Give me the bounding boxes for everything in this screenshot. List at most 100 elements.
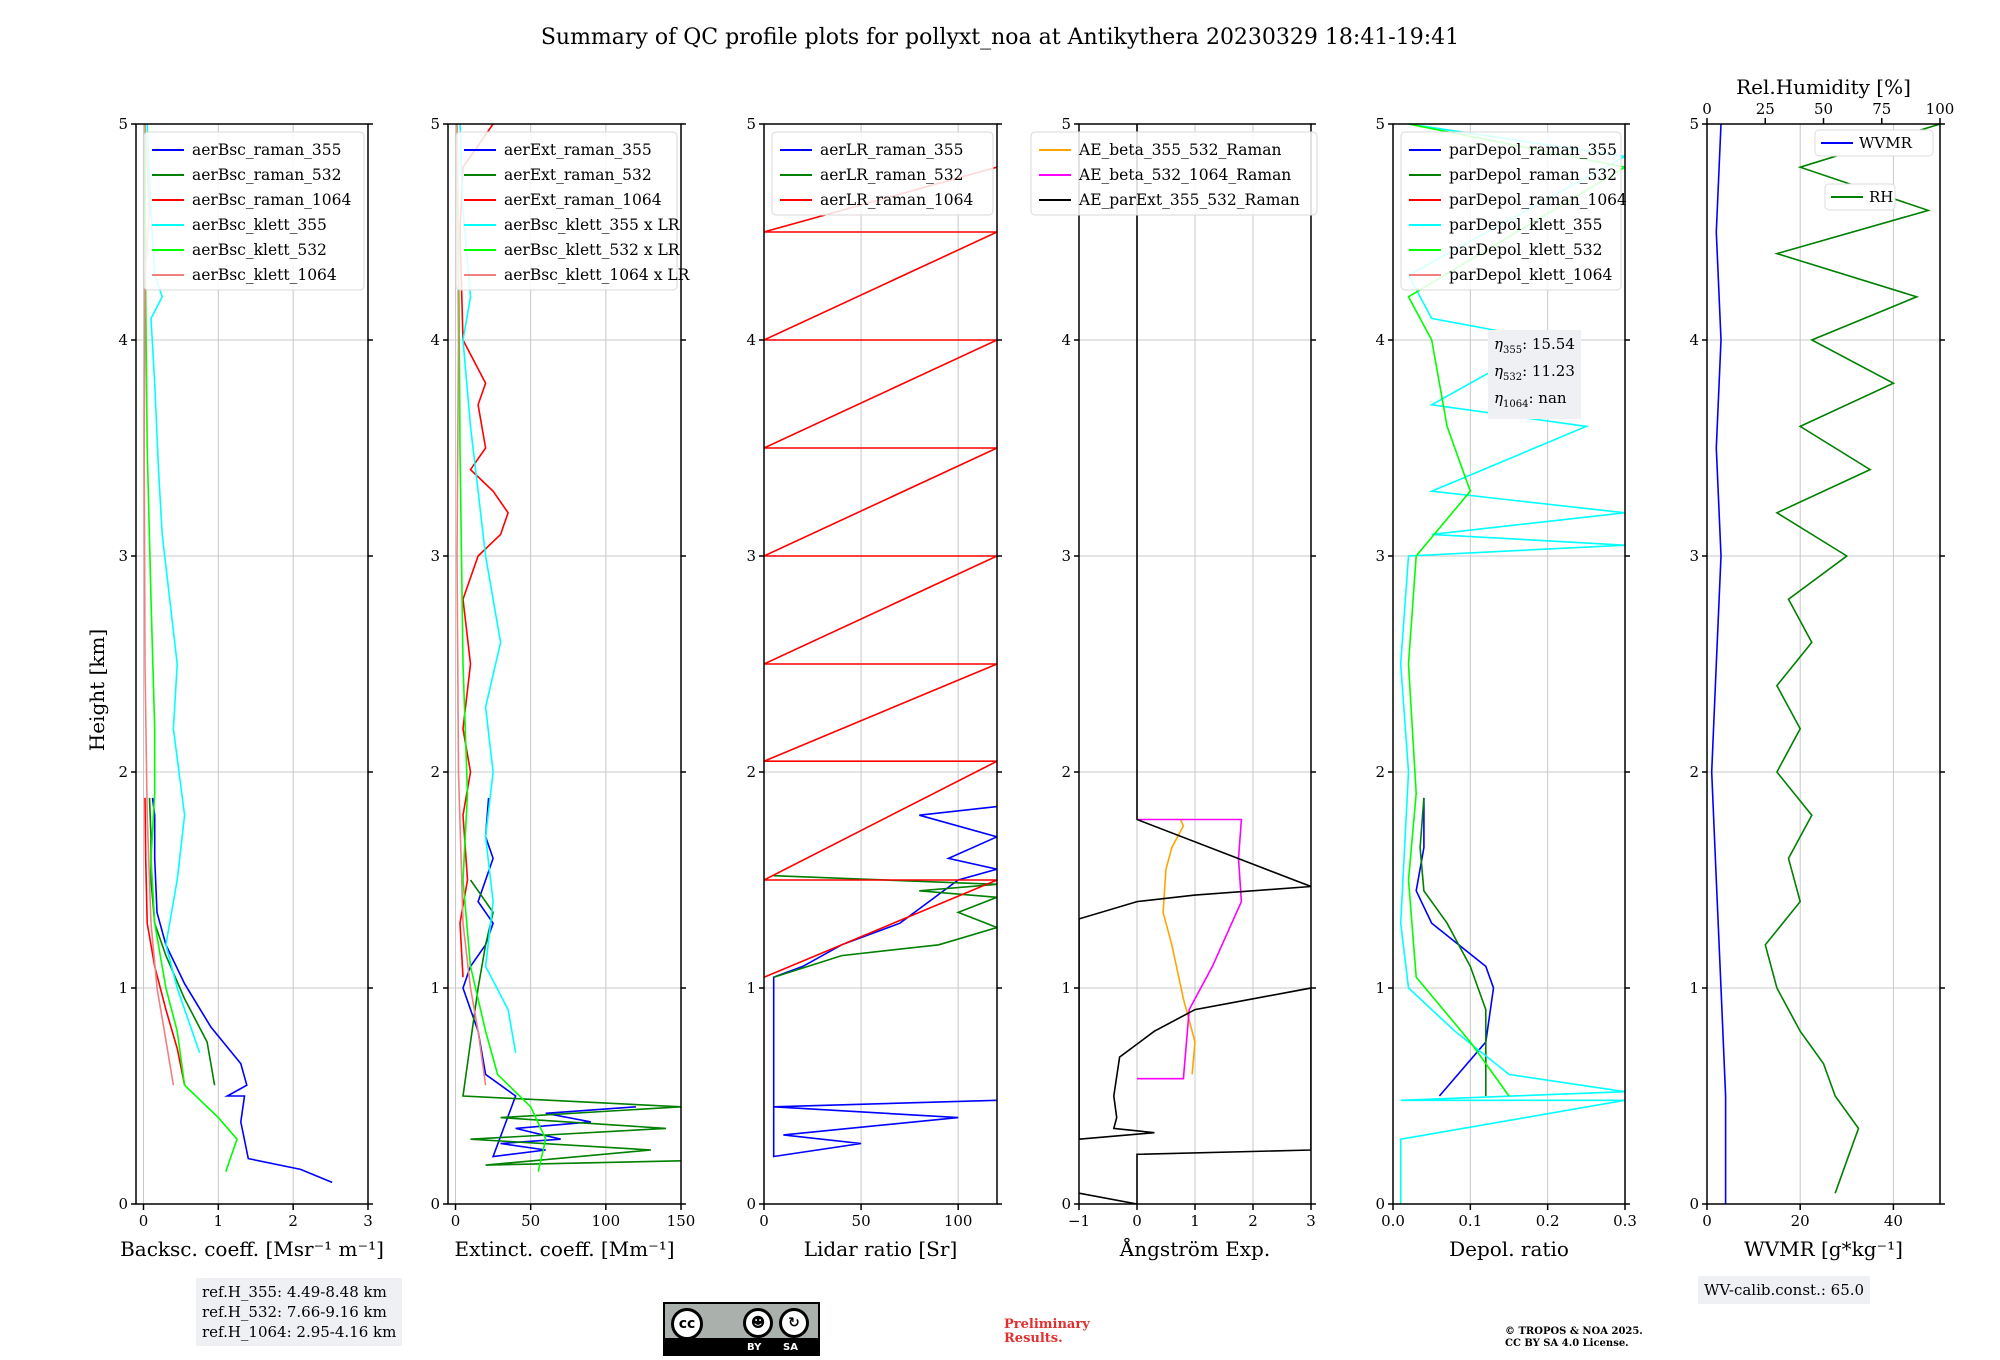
x-tick-label: 40 — [1884, 1212, 1903, 1230]
x-tick-label: 50 — [852, 1212, 871, 1230]
x-tick-label: 20 — [1791, 1212, 1810, 1230]
series-line-WVMR — [1710, 124, 1727, 1204]
legend-label: aerBsc_klett_1064 x LR — [504, 266, 691, 284]
copyright-notice: © TROPOS & NOA 2025. CC BY SA 4.0 Licens… — [1505, 1326, 1643, 1350]
x-axis-label: WVMR [g*kg⁻¹] — [1744, 1237, 1903, 1261]
series-line-aerBsc_klett_355 x LR — [459, 124, 517, 1053]
y-tick-label: 1 — [1061, 979, 1071, 997]
axes-frame — [763, 123, 998, 1205]
x-tick-label: 0 — [1702, 1212, 1712, 1230]
legend-label: aerBsc_klett_355 x LR — [504, 216, 681, 234]
cc-badge-bar: BY SA — [665, 1338, 818, 1354]
x-tick-label: 2 — [288, 1212, 298, 1230]
y-tick-label: 1 — [746, 979, 756, 997]
eta-532: η532: 11.23 — [1494, 362, 1575, 383]
series-line-parDepol_raman_532 — [1419, 797, 1487, 1096]
series-line-AE_beta_532_1064_Raman — [1137, 818, 1243, 1080]
x-tick-label: 0.2 — [1536, 1212, 1560, 1230]
x2-axis-label: Rel.Humidity [%] — [1736, 75, 1911, 99]
legend-box — [771, 131, 994, 216]
series-line-aerLR_raman_532 — [773, 874, 997, 978]
preliminary-line-2: Results. — [1004, 1331, 1063, 1346]
preliminary-results-label: Preliminary Results. — [1004, 1318, 1090, 1346]
series-group — [1710, 124, 1940, 1204]
legend-label: aerBsc_raman_355 — [192, 141, 342, 159]
legend-label: AE_beta_355_532_Raman — [1078, 141, 1281, 159]
y-tick-label: 5 — [746, 115, 756, 133]
panel-5: 0 1 2 3 4 5 0.0 0.1 0.2 0.3 Depol. ratio parDepol_r… — [1375, 115, 1636, 1261]
copyright-line-1: © TROPOS & NOA 2025. — [1505, 1326, 1643, 1337]
x-tick-label: 150 — [667, 1212, 696, 1230]
y-tick-label: 4 — [1689, 331, 1699, 349]
x-tick-label: 0 — [1132, 1212, 1142, 1230]
y-tick-label: 3 — [430, 547, 440, 565]
x-tick-label: 0 — [759, 1212, 769, 1230]
axes-frame — [135, 123, 369, 1205]
x2-tick-label: 25 — [1756, 100, 1775, 118]
axes-frame — [447, 123, 682, 1205]
y-axis-label: Height [km] — [85, 629, 109, 751]
x-tick-label: 50 — [521, 1212, 540, 1230]
cc-logo-icon: cc — [671, 1308, 703, 1340]
figure-title: Summary of QC profile plots for pollyxt_… — [541, 25, 1459, 50]
ref-h-1064: ref.H_1064: 2.95-4.16 km — [202, 1323, 397, 1341]
ref-height-box: ref.H_355: 4.49-8.48 km ref.H_532: 7.66-… — [196, 1278, 403, 1346]
legend: aerLR_raman_355 aerLR_raman_532 aerLR_rama… — [771, 131, 994, 216]
series-line-aerExt_raman_532 — [462, 879, 681, 1166]
series-line-aerBsc_klett_532 — [144, 124, 238, 1172]
x2-tick-label: 75 — [1872, 100, 1891, 118]
y-tick-label: 3 — [1061, 547, 1071, 565]
y-tick-label: 5 — [430, 115, 440, 133]
y-tick-label: 4 — [118, 331, 128, 349]
y-tick-label: 4 — [1375, 331, 1385, 349]
legend-label: parDepol_raman_355 — [1449, 141, 1617, 159]
axes-frame — [1706, 123, 1941, 1205]
legend-label: aerLR_raman_532 — [820, 166, 963, 184]
y-tick-label: 2 — [1689, 763, 1699, 781]
legend-label: aerExt_raman_355 — [504, 141, 652, 159]
legend-label: WVMR — [1859, 134, 1913, 152]
y-tick-label: 5 — [1689, 115, 1699, 133]
y-tick-label: 5 — [118, 115, 128, 133]
series-line-aerBsc_klett_1064 x LR — [456, 124, 487, 1086]
legend: aerExt_raman_355 aerExt_raman_532 aerExt_r… — [455, 131, 691, 291]
ref-h-355: ref.H_355: 4.49-8.48 km — [202, 1283, 387, 1301]
y-tick-label: 0 — [1061, 1195, 1071, 1213]
series-group — [143, 124, 333, 1184]
panel-1: 0 1 2 3 4 5 0 1 2 3 Backsc. coeff. [Msr⁻¹ m⁻¹] aerB… — [118, 115, 383, 1261]
legend-label: AE_beta_532_1064_Raman — [1078, 166, 1291, 184]
legend-label: parDepol_raman_1064 — [1449, 191, 1627, 209]
y-tick-label: 0 — [1375, 1195, 1385, 1213]
y-tick-label: 1 — [1689, 979, 1699, 997]
series-line-AE_beta_355_532_Raman — [1162, 819, 1196, 1075]
y-tick-label: 1 — [1375, 979, 1385, 997]
series-line-aerLR_raman_1064 — [764, 166, 997, 978]
legend: aerBsc_raman_355 aerBsc_raman_532 aerBsc_r… — [143, 131, 365, 291]
y-tick-label: 5 — [1061, 115, 1071, 133]
by-person-icon: ☻ — [743, 1308, 773, 1338]
legend-label: parDepol_klett_532 — [1449, 241, 1602, 259]
y-tick-label: 0 — [746, 1195, 756, 1213]
legend-label: aerLR_raman_355 — [820, 141, 963, 159]
legend-box — [455, 131, 678, 291]
series-line-AE_parExt_355_532_Raman — [1079, 124, 1311, 1204]
eta-1064: η1064: nan — [1494, 389, 1567, 410]
cc-sa-label: SA — [783, 1342, 798, 1353]
x-tick-label: 2 — [1248, 1212, 1258, 1230]
y-tick-label: 1 — [430, 979, 440, 997]
legend-RH: RH — [1824, 183, 1896, 211]
x-axis-label: Backsc. coeff. [Msr⁻¹ m⁻¹] — [120, 1237, 384, 1261]
legend-box — [1400, 131, 1622, 291]
wv-calib-box: WV-calib.const.: 65.0 — [1698, 1276, 1871, 1304]
y-tick-label: 1 — [118, 979, 128, 997]
series-group — [764, 166, 997, 1158]
legend: parDepol_raman_355 parDepol_raman_532 parD… — [1400, 131, 1627, 291]
legend-label: aerBsc_klett_532 x LR — [504, 241, 681, 259]
x2-tick-label: 0 — [1702, 100, 1712, 118]
series-line-aerLR_raman_355 — [772, 805, 997, 1158]
y-tick-label: 0 — [118, 1195, 128, 1213]
